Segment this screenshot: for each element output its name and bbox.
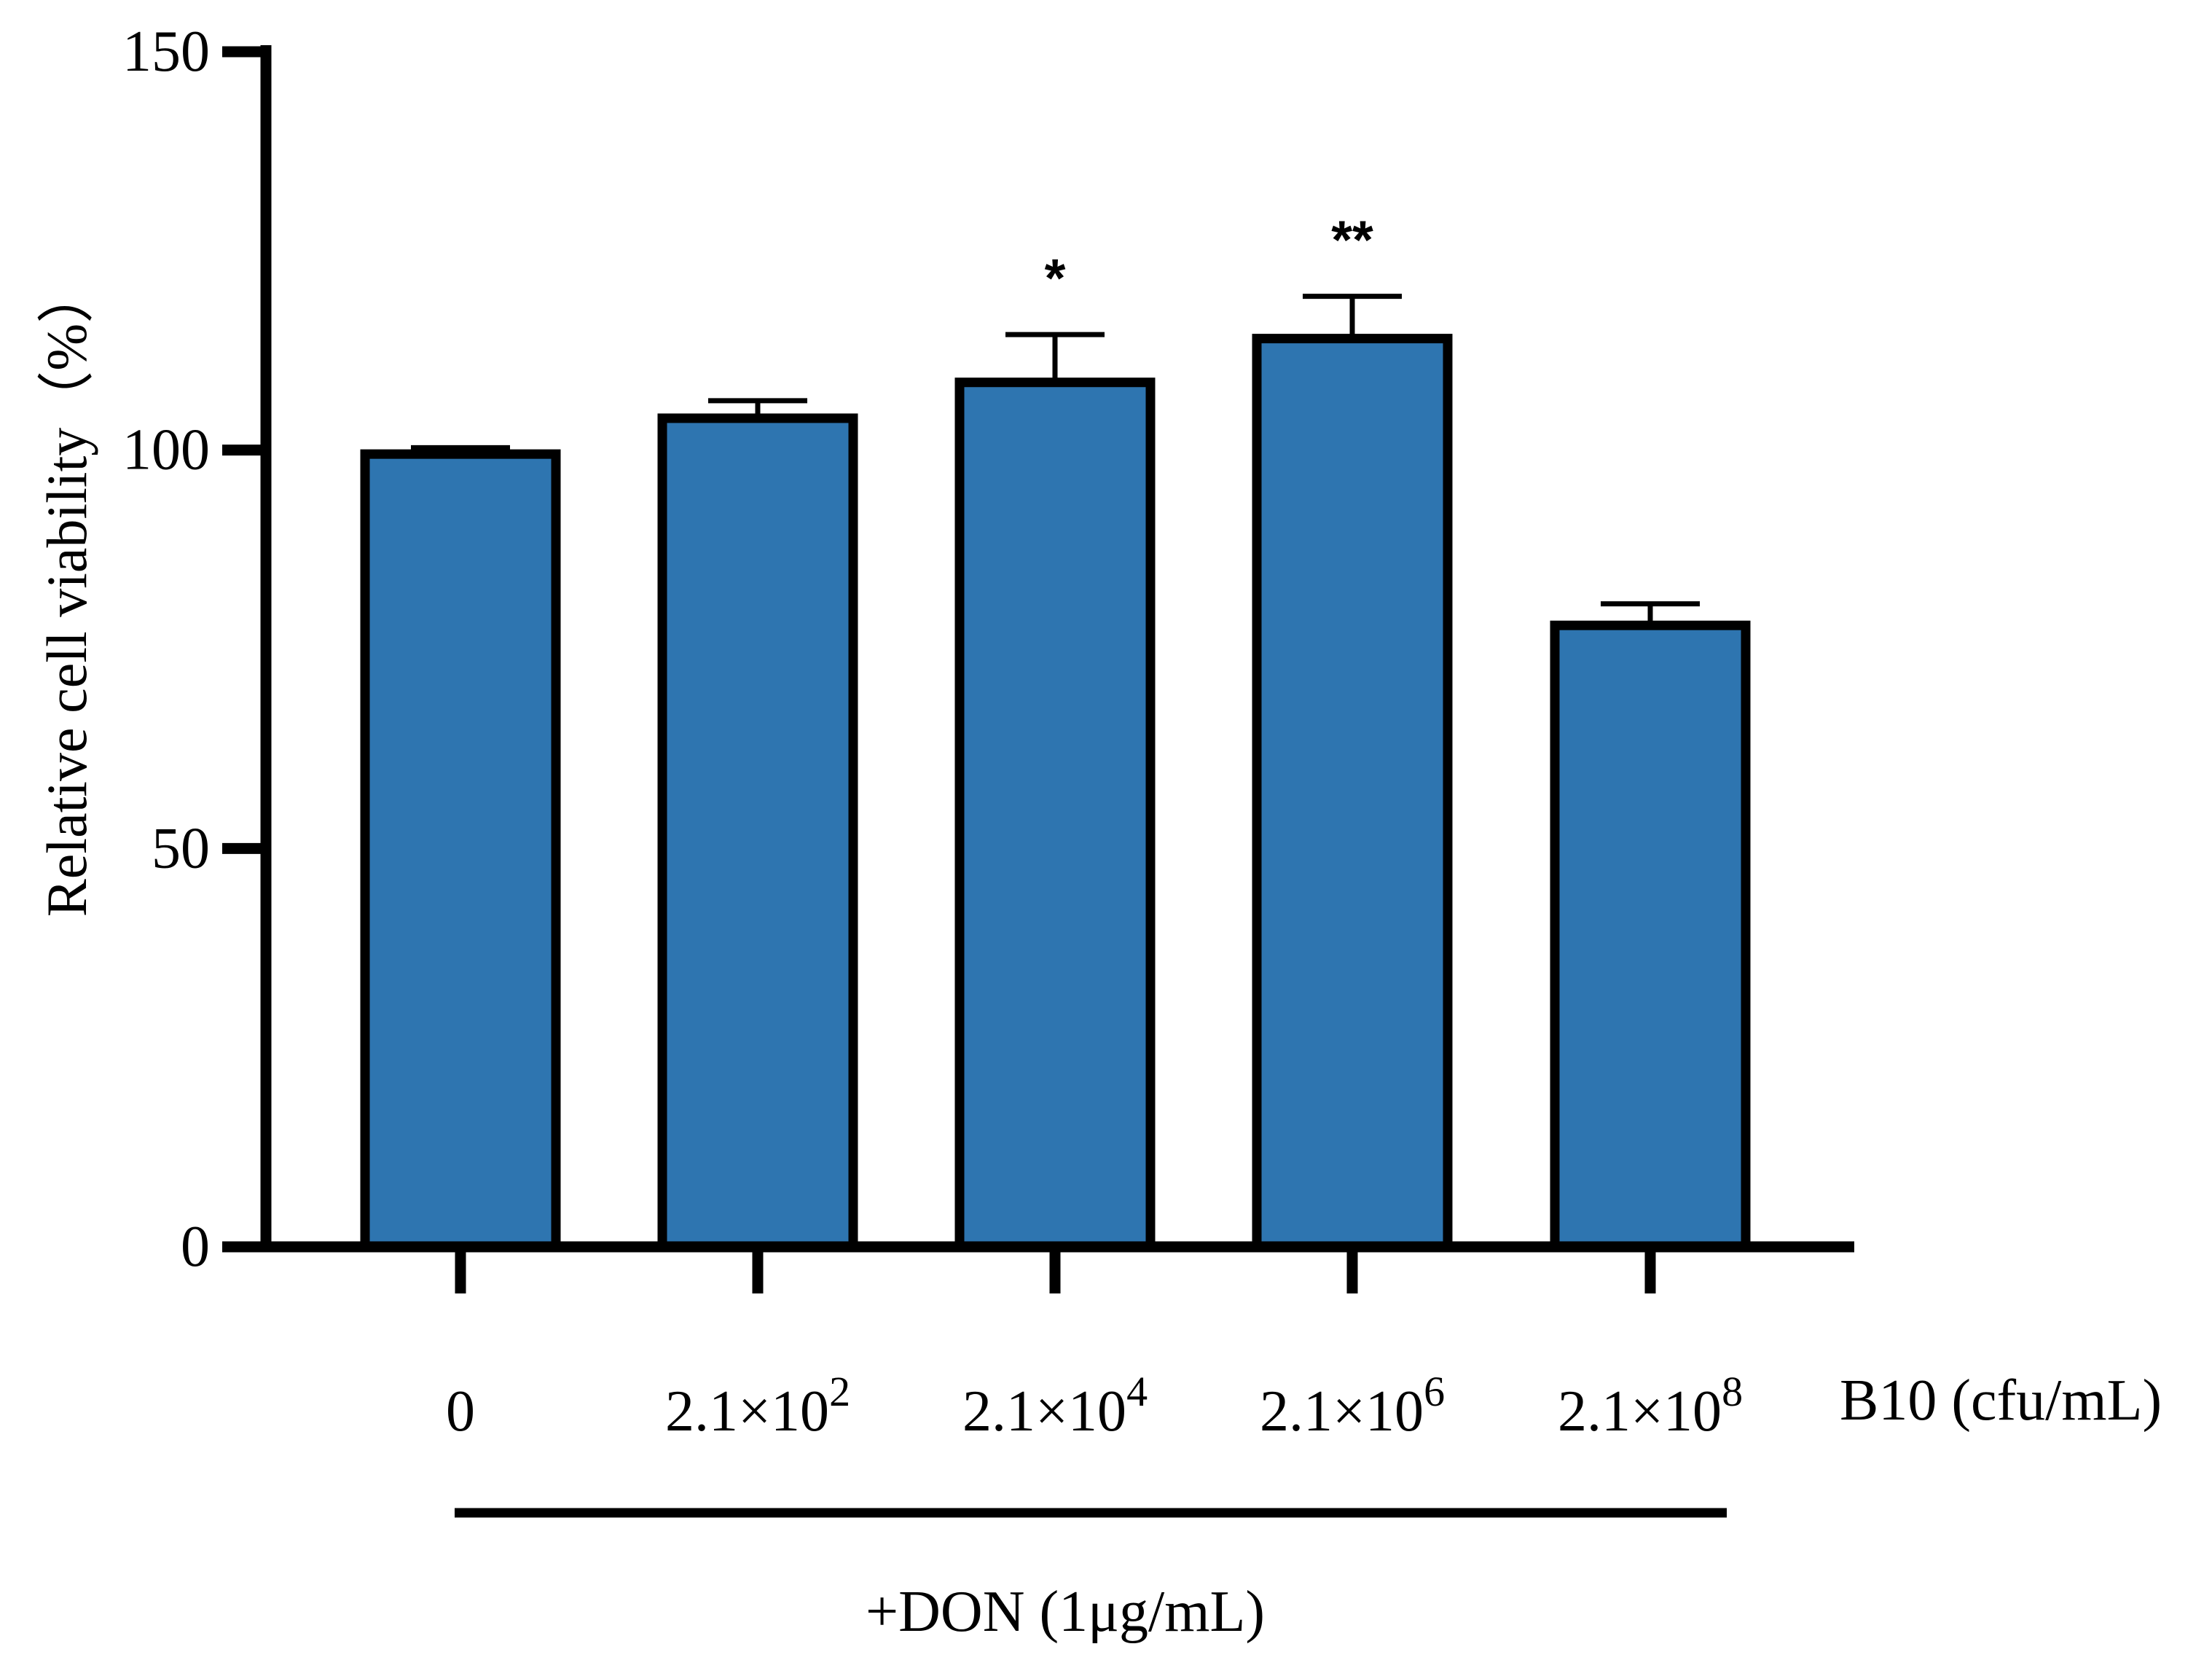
- x-tick-label-exponent: 4: [1126, 1368, 1148, 1415]
- x-tick-label-base: 2.1×10: [665, 1379, 829, 1444]
- x-tick-label: 2.1×102: [665, 1368, 850, 1444]
- x-unit-label: B10 (cfu/mL): [1840, 1369, 2162, 1433]
- x-tick-label-base: 2.1×10: [1558, 1379, 1722, 1444]
- bar: [954, 377, 1156, 1252]
- x-tick-label-exponent: 6: [1424, 1368, 1445, 1415]
- bar: [360, 449, 561, 1252]
- x-tick-label-exponent: 2: [829, 1368, 850, 1415]
- y-tick-label: 100: [122, 418, 210, 482]
- bar: [1252, 334, 1453, 1252]
- y-tick-label: 150: [122, 20, 210, 84]
- x-tick-label: 0: [446, 1379, 475, 1444]
- bar: [657, 413, 858, 1252]
- x-tick-label-base: 0: [446, 1379, 475, 1444]
- x-tick-label-base: 2.1×10: [1260, 1379, 1424, 1444]
- x-tick-label: 2.1×108: [1558, 1368, 1743, 1444]
- y-tick-label: 0: [181, 1215, 210, 1279]
- y-tick-label: 50: [152, 816, 210, 880]
- significance-marker: *: [1045, 248, 1066, 308]
- x-tick-label-base: 2.1×10: [962, 1379, 1126, 1444]
- x-tick-label: 2.1×104: [962, 1368, 1148, 1444]
- x-tick-label-exponent: 8: [1722, 1368, 1743, 1415]
- x-tick-label: 2.1×106: [1260, 1368, 1445, 1444]
- treatment-label: +DON (1μg/mL): [866, 1580, 1265, 1644]
- y-axis-label: Relative cell viability（%）: [35, 267, 98, 917]
- significance-marker: **: [1331, 210, 1373, 270]
- bar: [1550, 620, 1751, 1252]
